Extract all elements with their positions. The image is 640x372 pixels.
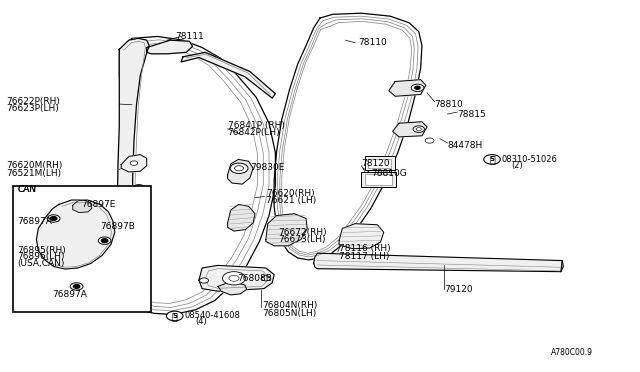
- Text: 76897E: 76897E: [81, 200, 115, 209]
- Polygon shape: [218, 283, 246, 295]
- Polygon shape: [228, 205, 255, 231]
- Circle shape: [415, 86, 420, 89]
- Text: A780C00.9: A780C00.9: [550, 349, 593, 357]
- Text: 76895(RH): 76895(RH): [17, 246, 66, 255]
- Polygon shape: [199, 265, 274, 291]
- Bar: [365, 174, 392, 185]
- Text: (4): (4): [196, 317, 207, 326]
- Polygon shape: [181, 52, 275, 98]
- Text: 76620M(RH): 76620M(RH): [6, 161, 63, 170]
- Circle shape: [134, 185, 144, 190]
- Text: 78810: 78810: [435, 100, 463, 109]
- Circle shape: [261, 276, 270, 281]
- Polygon shape: [266, 214, 307, 246]
- Bar: [369, 159, 392, 168]
- Text: (2): (2): [511, 161, 523, 170]
- Text: 76842P(LH): 76842P(LH): [228, 128, 280, 137]
- Circle shape: [425, 138, 434, 143]
- Polygon shape: [393, 122, 427, 137]
- Text: 84478H: 84478H: [447, 141, 483, 150]
- Bar: [13, 186, 151, 311]
- Text: 76897A: 76897A: [17, 217, 52, 225]
- Polygon shape: [121, 155, 147, 172]
- Text: 76620(RH): 76620(RH): [266, 189, 314, 198]
- Circle shape: [229, 275, 239, 281]
- Circle shape: [130, 161, 138, 165]
- Circle shape: [101, 239, 108, 243]
- Text: 08310-51026: 08310-51026: [502, 155, 557, 164]
- Text: 08540-41608: 08540-41608: [184, 311, 240, 320]
- Text: 76808B: 76808B: [237, 274, 272, 283]
- Circle shape: [416, 128, 421, 131]
- Circle shape: [166, 311, 183, 321]
- Polygon shape: [117, 38, 149, 308]
- Text: 76896(LH): 76896(LH): [17, 252, 65, 262]
- Text: 78111: 78111: [175, 32, 204, 41]
- Polygon shape: [314, 253, 563, 272]
- Circle shape: [230, 163, 248, 173]
- Text: 78815: 78815: [457, 109, 486, 119]
- Text: CAN: CAN: [17, 185, 36, 194]
- Text: S: S: [172, 313, 177, 319]
- Polygon shape: [339, 224, 384, 249]
- Text: 76805N(LH): 76805N(LH): [262, 309, 317, 318]
- Text: 76521M(LH): 76521M(LH): [6, 169, 61, 177]
- Circle shape: [223, 272, 246, 285]
- Text: 78116 (RH): 78116 (RH): [339, 244, 391, 253]
- Text: 76841P (RH): 76841P (RH): [228, 121, 284, 129]
- Text: 78120: 78120: [362, 159, 390, 169]
- Polygon shape: [117, 36, 275, 314]
- Circle shape: [137, 186, 141, 189]
- Circle shape: [200, 278, 209, 283]
- Text: 76673(LH): 76673(LH): [278, 235, 326, 244]
- Text: 76897B: 76897B: [100, 222, 135, 231]
- Circle shape: [51, 217, 57, 220]
- Text: Ⓢ: Ⓢ: [172, 311, 178, 321]
- Text: 78810G: 78810G: [371, 169, 407, 177]
- Circle shape: [235, 166, 244, 171]
- Circle shape: [70, 283, 83, 290]
- Text: 76622P(RH): 76622P(RH): [6, 97, 60, 106]
- Text: 76621 (LH): 76621 (LH): [266, 196, 316, 205]
- Circle shape: [413, 126, 424, 132]
- Circle shape: [47, 215, 60, 222]
- Bar: [361, 172, 396, 187]
- Text: Ⓢ: Ⓢ: [489, 154, 495, 164]
- Circle shape: [484, 155, 500, 164]
- Circle shape: [74, 285, 80, 288]
- Text: 78117 (LH): 78117 (LH): [339, 251, 390, 261]
- Text: CAN: CAN: [17, 185, 36, 194]
- Text: 76804N(RH): 76804N(RH): [262, 301, 318, 311]
- Circle shape: [411, 84, 424, 92]
- Text: 79120: 79120: [444, 285, 473, 294]
- Text: S: S: [490, 156, 495, 163]
- Circle shape: [99, 237, 111, 244]
- Text: (USA,CAN): (USA,CAN): [17, 259, 65, 268]
- Polygon shape: [228, 160, 253, 184]
- Text: 78110: 78110: [358, 38, 387, 47]
- Polygon shape: [274, 13, 422, 260]
- Polygon shape: [147, 40, 193, 54]
- Text: 76623P(LH): 76623P(LH): [6, 104, 60, 113]
- Text: 76672(RH): 76672(RH): [278, 228, 327, 237]
- Polygon shape: [36, 200, 115, 269]
- Text: 79830E: 79830E: [250, 163, 284, 172]
- Polygon shape: [389, 80, 426, 96]
- Polygon shape: [73, 200, 92, 212]
- Bar: [365, 157, 395, 170]
- Text: 76897A: 76897A: [52, 291, 87, 299]
